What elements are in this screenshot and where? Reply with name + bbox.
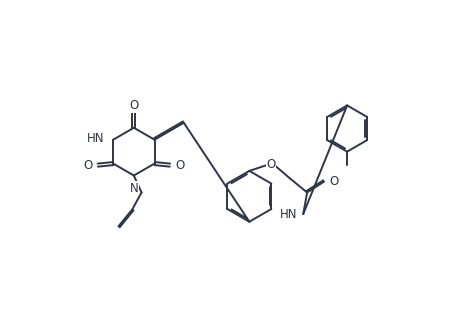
Text: HN: HN xyxy=(280,208,298,220)
Text: HN: HN xyxy=(87,132,104,145)
Text: N: N xyxy=(130,182,138,195)
Text: O: O xyxy=(329,175,338,188)
Text: O: O xyxy=(83,159,93,172)
Text: O: O xyxy=(129,99,138,112)
Text: O: O xyxy=(266,158,276,171)
Text: O: O xyxy=(175,159,185,172)
